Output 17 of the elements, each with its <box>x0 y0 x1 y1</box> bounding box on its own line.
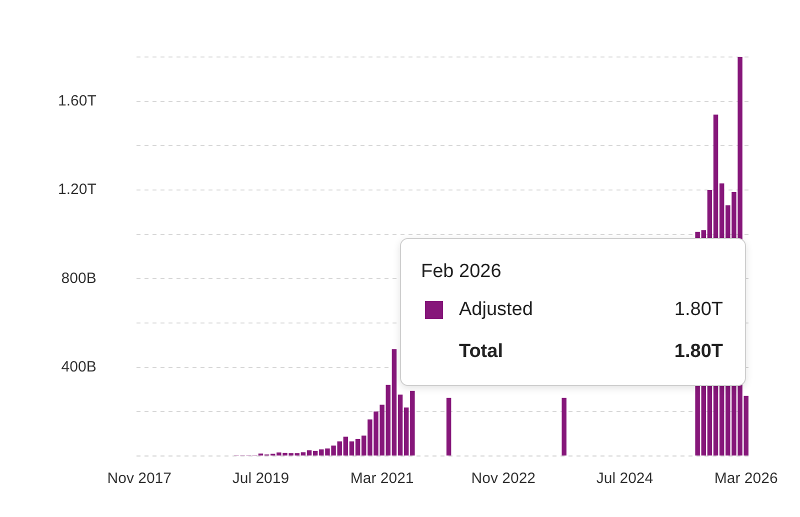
x-tick-label: Jul 2019 <box>232 470 290 488</box>
x-tick-label: Jul 2024 <box>596 470 654 488</box>
y-tick-label: 1.60T <box>58 92 96 110</box>
bar <box>446 398 452 456</box>
annotation: Total <box>459 341 503 363</box>
y-tick-label: 800B <box>61 270 96 287</box>
y-tick-label: 400B <box>61 358 96 376</box>
annotation: Feb 2026 <box>421 261 502 283</box>
annotation: 1.80T <box>674 299 723 320</box>
annotation: 1.80T <box>674 341 723 362</box>
x-tick-label: Nov 2017 <box>107 470 172 488</box>
x-tick-label: Mar 2021 <box>350 470 414 488</box>
x-tick-label: Mar 2026 <box>714 470 778 488</box>
x-tick-label: Nov 2022 <box>471 470 536 488</box>
legend-label: Adjusted <box>459 299 533 321</box>
bar <box>562 398 566 456</box>
y-tick-label: 1.20T <box>58 181 96 198</box>
